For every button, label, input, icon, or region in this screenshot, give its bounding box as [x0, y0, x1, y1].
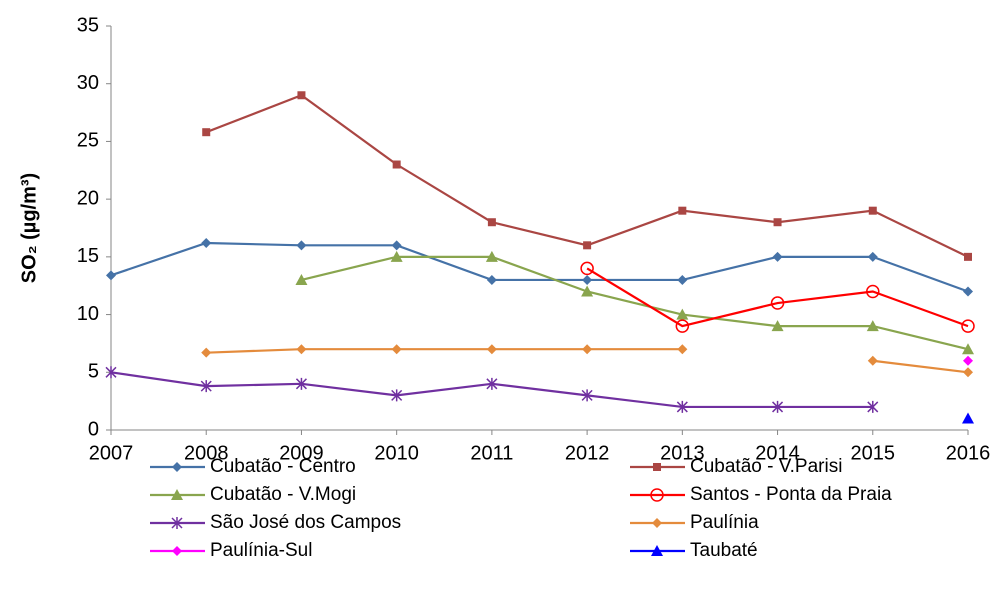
- x-tick-label: 2015: [851, 442, 896, 464]
- marker: [297, 91, 306, 100]
- legend-label: Paulínia-Sul: [210, 540, 312, 561]
- marker: [486, 274, 497, 285]
- marker: [200, 380, 212, 393]
- legend-marker: [172, 546, 182, 556]
- y-tick-label: 25: [77, 130, 99, 152]
- marker: [201, 347, 212, 358]
- legend-label: Paulínia: [690, 512, 759, 533]
- marker: [770, 296, 785, 310]
- marker: [391, 240, 402, 251]
- marker: [677, 344, 688, 355]
- marker: [772, 400, 784, 413]
- marker: [581, 389, 593, 402]
- legend-label: Cubatão - V.Parisi: [690, 456, 842, 477]
- legend-label: São José dos Campos: [210, 512, 401, 533]
- marker: [677, 274, 688, 285]
- marker: [486, 344, 497, 355]
- marker: [582, 344, 593, 355]
- marker: [581, 285, 594, 297]
- marker: [295, 273, 308, 285]
- legend-label: Cubatão - Centro: [210, 456, 356, 477]
- marker: [771, 320, 784, 332]
- marker: [486, 377, 498, 390]
- marker: [390, 250, 403, 262]
- series-line: [586, 267, 969, 328]
- marker: [867, 355, 878, 366]
- y-tick-label: 0: [88, 418, 99, 440]
- marker: [962, 343, 974, 355]
- marker: [583, 241, 592, 250]
- marker: [105, 366, 117, 379]
- legend-marker: [172, 462, 182, 472]
- marker: [772, 251, 783, 262]
- legend-marker: [653, 463, 661, 471]
- y-tick-label: 35: [77, 14, 99, 36]
- series-line: [206, 348, 969, 374]
- x-tick-label: 2013: [660, 442, 705, 464]
- marker: [773, 218, 782, 227]
- marker: [582, 274, 593, 285]
- marker: [296, 344, 307, 355]
- marker: [676, 308, 689, 320]
- x-tick-label: 2014: [755, 442, 800, 464]
- marker: [391, 344, 402, 355]
- marker: [867, 251, 878, 262]
- marker: [485, 250, 498, 262]
- y-tick-label: 5: [88, 361, 99, 383]
- marker: [866, 320, 879, 332]
- y-tick-label: 10: [77, 303, 99, 325]
- legend-marker: [651, 545, 663, 556]
- marker: [295, 377, 307, 390]
- x-tick-label: 2009: [279, 442, 324, 464]
- marker: [391, 389, 403, 402]
- marker: [676, 400, 688, 413]
- marker: [963, 286, 973, 297]
- marker: [678, 206, 687, 215]
- marker: [392, 160, 401, 169]
- marker: [487, 218, 496, 227]
- x-tick-label: 2011: [470, 442, 513, 464]
- y-axis-label: SO₂ (µg/m³): [18, 173, 40, 283]
- x-tick-label: 2016: [946, 442, 991, 464]
- legend-marker: [652, 518, 662, 528]
- legend-label: Santos - Ponta da Praia: [690, 484, 892, 505]
- marker: [867, 400, 879, 413]
- marker: [202, 128, 211, 137]
- legend-label: Taubaté: [690, 540, 758, 561]
- marker: [962, 412, 974, 424]
- y-tick-label: 20: [77, 187, 99, 209]
- legend-marker: [171, 489, 183, 500]
- y-tick-label: 30: [77, 72, 99, 94]
- marker: [963, 367, 973, 378]
- series-line: [301, 255, 969, 351]
- marker: [963, 355, 973, 366]
- marker: [961, 319, 975, 333]
- x-tick-label: 2007: [89, 442, 134, 464]
- marker: [866, 284, 880, 299]
- legend-label: Cubatão - V.Mogi: [210, 484, 356, 505]
- legend-marker: [650, 488, 664, 502]
- marker: [868, 206, 877, 215]
- x-tick-label: 2010: [374, 442, 419, 464]
- marker: [964, 252, 972, 261]
- y-tick-label: 15: [77, 245, 99, 267]
- series-line: [110, 241, 969, 293]
- x-tick-label: 2008: [184, 442, 229, 464]
- series-line: [205, 94, 969, 258]
- x-tick-label: 2012: [565, 442, 610, 464]
- marker: [106, 270, 116, 281]
- marker: [201, 238, 212, 249]
- marker: [675, 319, 690, 333]
- marker: [296, 240, 307, 251]
- marker: [580, 261, 594, 276]
- legend-marker: [171, 517, 183, 529]
